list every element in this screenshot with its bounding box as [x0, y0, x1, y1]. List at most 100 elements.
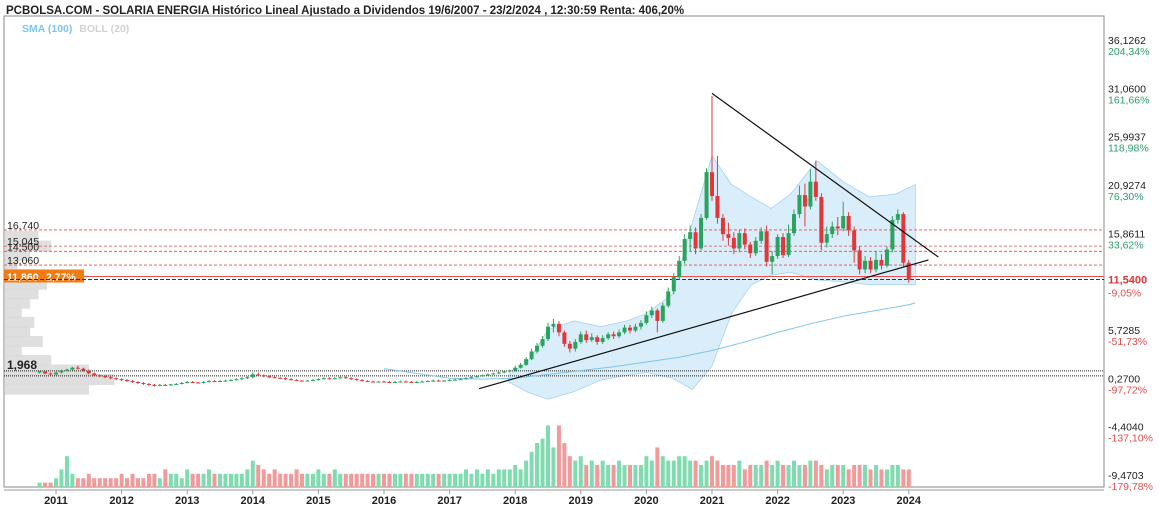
volume-bar	[874, 465, 878, 487]
x-axis-label: 2019	[569, 495, 593, 507]
volume-profile-bar	[5, 355, 52, 367]
volume-bar	[748, 465, 753, 487]
y-axis-pct-label: 33,62%	[1108, 239, 1144, 251]
candle-body	[294, 380, 299, 382]
y-axis-pct-label: 76,30%	[1108, 191, 1144, 203]
candle-body	[546, 326, 550, 340]
volume-bar	[349, 473, 354, 487]
candle-body	[168, 384, 173, 386]
candle-body	[157, 384, 162, 386]
indicator-legend: SMA (100) BOLL (20)	[22, 23, 129, 35]
volume-bar	[677, 456, 682, 487]
candle-body	[398, 381, 403, 383]
volume-bar	[846, 469, 851, 487]
volume-bar	[573, 460, 578, 487]
volume-bar	[786, 465, 791, 487]
volume-bar	[403, 473, 408, 487]
candle-body	[250, 374, 255, 378]
candle-body	[480, 375, 485, 377]
volume-bar	[272, 469, 277, 487]
volume-bar	[813, 460, 818, 487]
volume-bar	[223, 473, 228, 487]
candle-body	[710, 172, 714, 196]
candle-body	[343, 377, 348, 379]
volume-bar	[81, 478, 86, 487]
candle-body	[622, 327, 627, 333]
volume-bar	[704, 460, 709, 487]
x-axis-label: 2023	[831, 495, 855, 507]
volume-bar	[720, 465, 725, 487]
volume-bar	[507, 469, 512, 487]
volume-bar	[458, 473, 463, 487]
volume-bar	[524, 460, 529, 487]
candle-body	[436, 380, 441, 382]
candle-body	[453, 379, 458, 381]
candle-body	[835, 226, 840, 229]
x-axis-label: 2021	[700, 495, 724, 507]
x-axis-label: 2015	[306, 495, 330, 507]
volume-bar	[152, 473, 157, 487]
y-axis-pct-label: 118,98%	[1108, 143, 1149, 155]
candle-body	[879, 259, 884, 266]
candle-body	[108, 377, 113, 379]
candle-body	[742, 233, 747, 245]
candle-body	[551, 323, 556, 327]
candle-body	[748, 244, 753, 254]
volume-bar	[781, 465, 786, 487]
volume-profile-bar	[5, 231, 39, 243]
candle-body	[874, 259, 878, 270]
volume-bar	[447, 473, 452, 487]
candle-body	[207, 381, 212, 383]
volume-bar	[546, 425, 550, 487]
candle-body	[819, 196, 824, 243]
volume-bar	[901, 469, 906, 487]
volume-bar	[343, 473, 348, 487]
volume-bar	[420, 473, 425, 487]
volume-bar	[125, 478, 130, 487]
candle-body	[699, 217, 704, 249]
volume-profile-bar	[5, 326, 31, 338]
candle-body	[491, 373, 496, 375]
candle-body	[371, 381, 376, 383]
volume-bar	[644, 456, 649, 487]
volume-bar	[567, 456, 572, 487]
candle-body	[43, 371, 48, 374]
candle-body	[884, 249, 889, 266]
volume-bar	[425, 473, 430, 487]
level-badge-pct: 2,77%	[46, 272, 76, 284]
candle-body	[338, 377, 343, 379]
candle-body	[125, 380, 130, 382]
volume-profile-bar	[5, 278, 47, 290]
volume-bar	[890, 465, 895, 487]
candle-body	[387, 382, 392, 384]
boll-legend-toggle[interactable]: BOLL (20)	[79, 23, 130, 35]
volume-profile-bar	[5, 335, 43, 347]
candle-body	[228, 380, 233, 382]
volume-bar	[562, 443, 567, 487]
volume-bar	[54, 478, 58, 487]
volume-bar	[753, 465, 758, 487]
candle-body	[524, 359, 529, 365]
y-axis-price-label: 25,9937	[1108, 132, 1146, 144]
volume-bar	[436, 473, 441, 487]
volume-bar	[693, 460, 698, 487]
candle-body	[895, 214, 900, 220]
sma-legend-toggle[interactable]: SMA (100)	[22, 23, 73, 35]
y-axis-price-label: -4,4040	[1108, 422, 1144, 434]
volume-bar	[857, 465, 862, 487]
volume-bar	[338, 473, 343, 487]
volume-bar	[196, 473, 201, 487]
candle-body	[185, 382, 190, 384]
candle-body	[59, 370, 64, 373]
candle-body	[376, 381, 381, 383]
volume-bar	[157, 478, 162, 487]
candle-body	[327, 378, 332, 380]
y-axis-pct-label: -51,73%	[1108, 336, 1147, 348]
volume-bar	[300, 473, 304, 487]
candle-body	[802, 195, 807, 207]
volume-bar	[770, 465, 775, 487]
candle-body	[502, 371, 507, 373]
candle-body	[485, 374, 490, 376]
